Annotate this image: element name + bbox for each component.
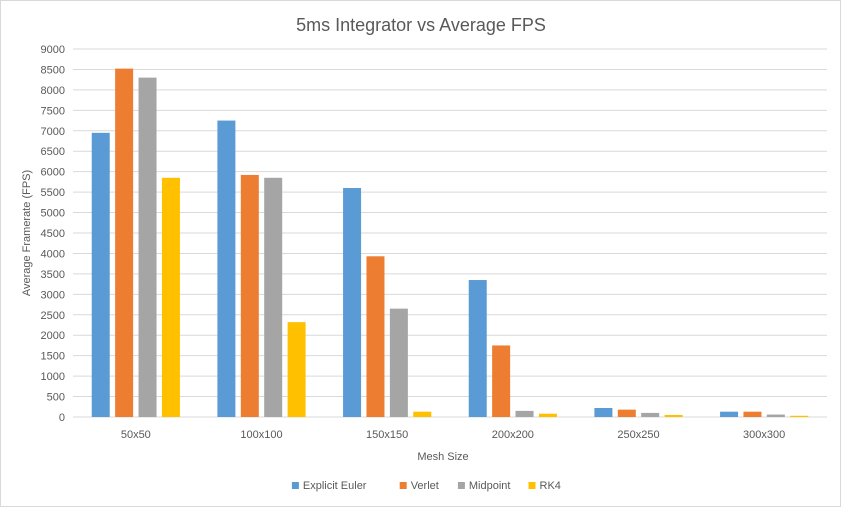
bar-midpoint-200x200	[515, 410, 534, 417]
x-axis-label: Mesh Size	[417, 451, 468, 463]
bar-midpoint-50x50	[138, 77, 157, 417]
x-tick-label: 200x200	[492, 429, 534, 441]
y-tick-label: 3000	[41, 289, 65, 301]
bar-verlet-150x150	[366, 256, 385, 417]
y-tick-label: 0	[59, 412, 65, 424]
x-tick-label: 300x300	[743, 429, 785, 441]
legend-label: Midpoint	[469, 480, 511, 492]
x-tick-label: 250x250	[617, 429, 659, 441]
x-tick-labels: 50x50 100x100 150x150 200x200 250x250 300x300	[121, 429, 785, 441]
y-tick-label: 4500	[41, 228, 65, 240]
bar-rk4-50x50	[161, 177, 180, 417]
chart-title: 5ms Integrator vs Average FPS	[296, 15, 546, 35]
y-tick-label: 2500	[41, 310, 65, 322]
legend-label: Explicit Euler	[303, 480, 367, 492]
bar-explicit-euler-300x300	[720, 411, 739, 417]
y-tick-label: 2000	[41, 330, 65, 342]
y-tick-label: 6000	[41, 167, 65, 179]
y-tick-label: 500	[47, 392, 65, 404]
y-tick-label: 1500	[41, 351, 65, 363]
legend: Explicit Euler Verlet Midpoint RK4	[291, 480, 561, 492]
y-tick-label: 5500	[41, 187, 65, 199]
bar-midpoint-300x300	[766, 414, 785, 417]
legend-swatch	[457, 482, 465, 489]
bar-explicit-euler-150x150	[343, 188, 362, 417]
y-axis-label: Average Framerate (FPS)	[21, 170, 33, 296]
legend-swatch	[399, 482, 407, 489]
bars	[91, 68, 809, 418]
legend-swatch	[528, 482, 536, 489]
gridlines	[73, 48, 827, 418]
y-tick-label: 6500	[41, 146, 65, 158]
y-tick-label: 5000	[41, 208, 65, 220]
bar-verlet-250x250	[617, 409, 636, 417]
y-tick-label: 4000	[41, 248, 65, 260]
bar-explicit-euler-200x200	[468, 280, 487, 417]
y-tick-label: 1000	[41, 371, 65, 383]
y-tick-label: 9000	[41, 44, 65, 56]
x-tick-label: 50x50	[121, 429, 151, 441]
bar-rk4-150x150	[413, 411, 432, 417]
bar-verlet-100x100	[240, 174, 259, 417]
x-tick-label: 150x150	[366, 429, 408, 441]
bar-verlet-50x50	[115, 68, 134, 418]
y-tick-label: 7000	[41, 126, 65, 138]
y-tick-label: 8000	[41, 85, 65, 97]
y-tick-label: 3500	[41, 269, 65, 281]
bar-rk4-250x250	[664, 414, 683, 417]
bar-rk4-300x300	[790, 415, 809, 417]
bar-verlet-200x200	[492, 345, 511, 417]
bar-verlet-300x300	[743, 411, 762, 417]
y-tick-labels: 0 500 1000 1500 2000 2500 3000 3500 4000 4500 5000…	[41, 44, 65, 424]
legend-label: RK4	[540, 480, 561, 492]
bar-midpoint-250x250	[641, 412, 660, 417]
legend-label: Verlet	[411, 480, 439, 492]
bar-rk4-200x200	[538, 413, 557, 417]
y-tick-label: 7500	[41, 105, 65, 117]
x-tick-label: 100x100	[240, 429, 282, 441]
bar-explicit-euler-50x50	[91, 132, 110, 418]
bar-midpoint-100x100	[264, 177, 283, 417]
bar-midpoint-150x150	[389, 308, 408, 417]
bar-explicit-euler-100x100	[217, 120, 236, 418]
legend-swatch	[291, 482, 299, 489]
bar-explicit-euler-250x250	[594, 408, 613, 417]
bar-rk4-100x100	[287, 322, 306, 417]
y-tick-label: 8500	[41, 64, 65, 76]
